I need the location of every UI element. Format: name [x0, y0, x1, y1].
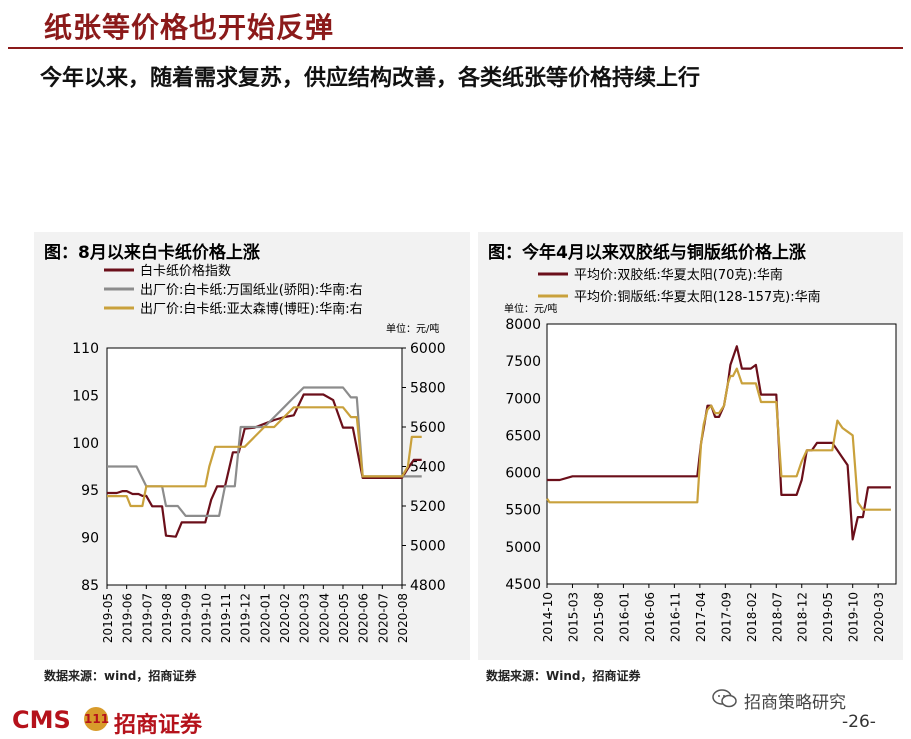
white-cardboard-chart-svg: 白卡纸价格指数出厂价:白卡纸:万国纸业(骄阳):华南:右出厂价:白卡纸:亚太森博… — [72, 263, 446, 643]
x-tick-label: 2020-04 — [317, 593, 331, 643]
right-tick-label: 4800 — [410, 578, 446, 594]
x-tick-label: 2020-05 — [337, 593, 351, 643]
x-tick-label: 2019-06 — [121, 593, 135, 643]
x-tick-label: 2020-02 — [278, 593, 292, 643]
chart-panel-white-cardboard: 图：8月以来白卡纸价格上涨 白卡纸价格指数出厂价:白卡纸:万国纸业(骄阳):华南… — [34, 232, 470, 660]
title-divider — [8, 47, 903, 49]
y-tick-label: 7000 — [505, 391, 541, 407]
x-tick-label: 2019-05 — [821, 592, 835, 642]
x-tick-label: 2014-10 — [541, 592, 555, 642]
y-tick-label: 4500 — [505, 577, 541, 593]
page-title: 纸张等价格也开始反弹 — [44, 11, 335, 44]
series-line — [107, 406, 422, 508]
x-tick-label: 2019-11 — [219, 593, 233, 643]
unit-label: 单位：元/吨 — [504, 302, 557, 315]
right-tick-label: 6000 — [410, 341, 446, 357]
plot-area — [546, 323, 897, 585]
right-tick-label: 5800 — [410, 381, 446, 397]
x-tick-label: 2018-12 — [796, 592, 810, 642]
x-tick-label: 2016-06 — [643, 592, 657, 642]
x-tick-label: 2020-01 — [258, 593, 272, 643]
x-tick-label: 2018-07 — [770, 592, 784, 642]
plot-area — [106, 347, 403, 586]
unit-label: 单位：元/吨 — [386, 322, 439, 335]
left-tick-label: 100 — [72, 436, 99, 452]
x-tick-label: 2016-11 — [668, 592, 682, 642]
legend-label: 出厂价:白卡纸:万国纸业(骄阳):华南:右 — [140, 282, 363, 298]
legend-label: 白卡纸价格指数 — [140, 263, 231, 279]
x-tick-label: 2020-07 — [376, 593, 390, 643]
left-tick-label: 110 — [72, 341, 99, 357]
page-number: -26- — [842, 712, 876, 732]
x-tick-label: 2019-08 — [160, 593, 174, 643]
wechat-account: 招商策略研究 — [744, 693, 846, 713]
x-tick-label: 2019-05 — [101, 593, 115, 643]
left-tick-label: 90 — [81, 531, 99, 547]
legend-label: 平均价:铜版纸:华夏太阳(128-157克):华南 — [574, 289, 821, 305]
legend-label: 平均价:双胶纸:华夏太阳(70克):华南 — [574, 267, 783, 283]
chart-title: 图：8月以来白卡纸价格上涨 — [44, 243, 260, 263]
x-tick-label: 2015-08 — [592, 592, 606, 642]
x-tick-label: 2019-10 — [847, 592, 861, 642]
left-tick-label: 105 — [72, 388, 99, 404]
x-tick-label: 2016-01 — [617, 592, 631, 642]
brand-logo-text: CMS — [12, 706, 71, 734]
y-tick-label: 8000 — [505, 317, 541, 333]
legend-label: 出厂价:白卡纸:亚太森博(博旺):华南:右 — [140, 301, 363, 317]
x-tick-label: 2015-03 — [566, 592, 580, 642]
x-tick-label: 2018-02 — [745, 592, 759, 642]
data-source: 数据来源：Wind，招商证券 — [486, 669, 641, 683]
company-name: 招商证券 — [114, 713, 203, 738]
chart-title: 图：今年4月以来双胶纸与铜版纸价格上涨 — [488, 243, 806, 263]
data-source: 数据来源：wind，招商证券 — [44, 669, 197, 683]
x-tick-label: 2020-08 — [396, 593, 410, 643]
right-tick-label: 5200 — [410, 499, 446, 515]
paper-price-chart-svg: 平均价:双胶纸:华夏太阳(70克):华南平均价:铜版纸:华夏太阳(128-157… — [504, 267, 897, 642]
right-tick-label: 5600 — [410, 420, 446, 436]
y-tick-label: 6000 — [505, 466, 541, 482]
y-tick-label: 5500 — [505, 503, 541, 519]
x-tick-label: 2020-06 — [357, 593, 371, 643]
left-tick-label: 85 — [81, 578, 99, 594]
wechat-icon — [712, 689, 737, 708]
x-tick-label: 2020-03 — [872, 592, 886, 642]
left-tick-label: 95 — [81, 483, 99, 499]
chart-panel-paper-prices: 图：今年4月以来双胶纸与铜版纸价格上涨 平均价:双胶纸:华夏太阳(70克):华南… — [478, 232, 903, 660]
series-line — [546, 367, 891, 511]
x-tick-label: 2019-09 — [180, 593, 194, 643]
y-tick-label: 7500 — [505, 354, 541, 370]
y-tick-label: 5000 — [505, 540, 541, 556]
x-tick-label: 2017-09 — [719, 592, 733, 642]
x-tick-label: 2019-12 — [239, 593, 253, 643]
y-tick-label: 6500 — [505, 428, 541, 444]
x-tick-label: 2019-10 — [199, 593, 213, 643]
right-tick-label: 5000 — [410, 539, 446, 555]
brand-badge-icon: 111 — [84, 707, 109, 731]
x-tick-label: 2019-07 — [140, 593, 154, 643]
series-line — [547, 345, 891, 541]
right-tick-label: 5400 — [410, 460, 446, 476]
x-tick-label: 2020-03 — [298, 593, 312, 643]
x-tick-label: 2017-04 — [694, 592, 708, 642]
page-subtitle: 今年以来，随着需求复苏，供应结构改善，各类纸张等价格持续上行 — [40, 66, 701, 91]
